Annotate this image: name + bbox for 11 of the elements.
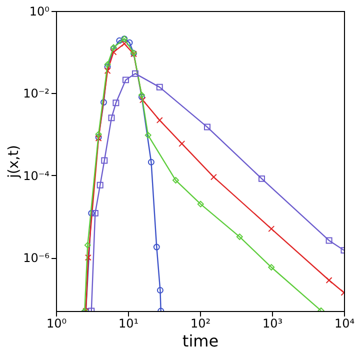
y-tick-label: 10⁻⁴: [23, 168, 50, 183]
x-tick-label: 10¹: [118, 316, 139, 330]
x-tick-label: 10³: [262, 316, 283, 330]
y-tick-label: 10⁰: [29, 4, 50, 18]
x-tick-label: 10⁰: [46, 316, 67, 330]
y-tick-label: 10⁻⁶: [23, 251, 50, 266]
x-axis-title: time: [182, 332, 219, 350]
y-axis-title: j(x,t): [6, 144, 22, 180]
x-tick-label: 10⁴: [334, 316, 355, 330]
y-tick-label: 10⁻²: [23, 86, 50, 101]
x-tick-label: 10²: [190, 316, 211, 330]
